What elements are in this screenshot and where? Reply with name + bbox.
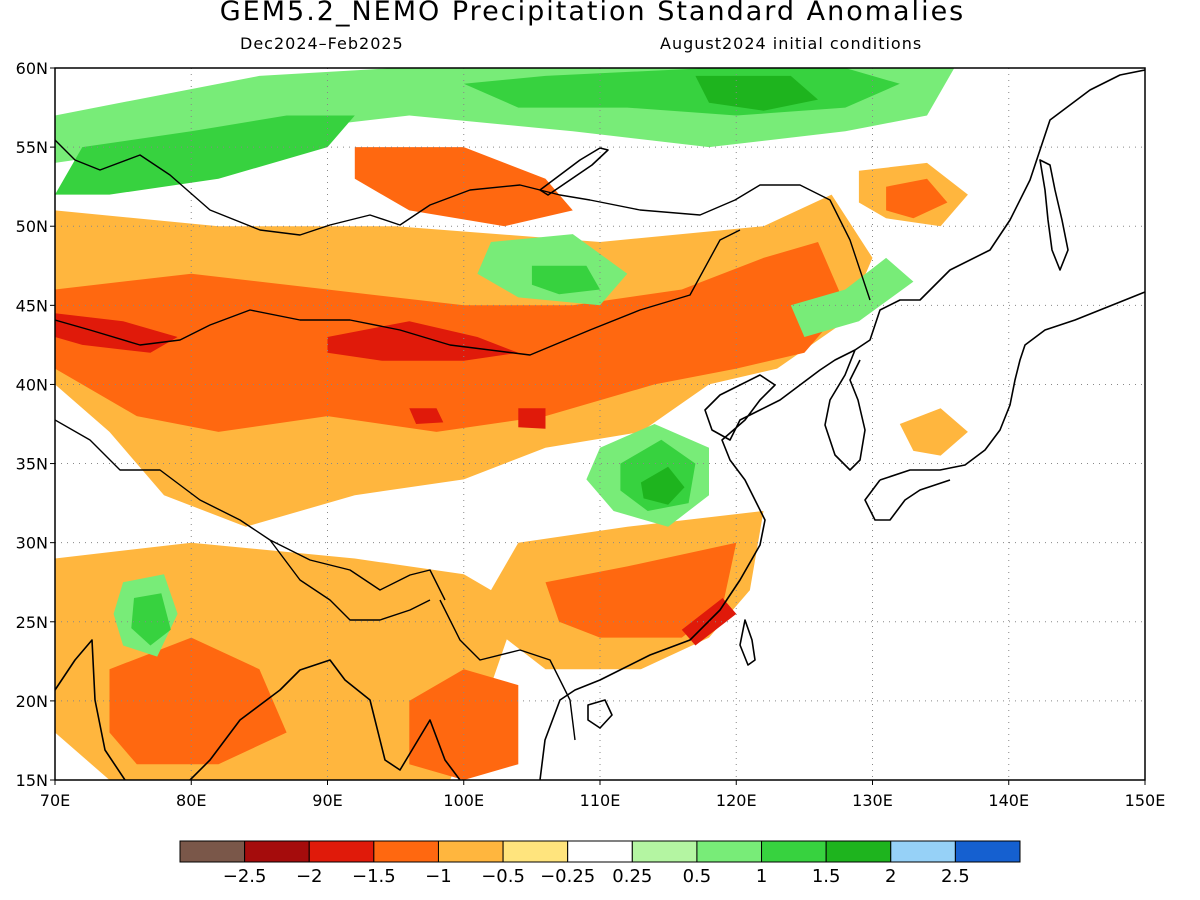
anomaly-region [55, 313, 178, 353]
colorbar: −2.5 −2 −1.5 −1 −0.5 −0.25 0.25 0.5 1 1.5 2 2.5 [179, 840, 1021, 887]
anomaly-region [409, 669, 519, 780]
colorbar-swatch [437, 840, 504, 863]
lon-tick-label: 120E [716, 791, 757, 810]
colorbar-label: 0.5 [683, 866, 712, 887]
anomaly-region [409, 408, 444, 424]
anomaly-region [354, 147, 573, 227]
colorbar-label: −0.5 [481, 866, 525, 887]
japan-outline [864, 291, 1145, 521]
colorbar-swatch [244, 840, 310, 863]
lon-tick-label: 110E [580, 791, 621, 810]
colorbar-label: 2 [885, 866, 896, 887]
lon-tick-label: 130E [852, 791, 893, 810]
colorbar-label: 2.5 [941, 866, 970, 887]
colorbar-swatch [567, 840, 633, 863]
lat-tick-label: 55N [16, 138, 48, 157]
anomaly-region [899, 408, 968, 456]
hainan-outline [587, 699, 613, 729]
anomaly-region [531, 265, 600, 295]
sakhalin-outline [1039, 159, 1069, 271]
colorbar-swatch [308, 840, 375, 863]
taiwan-outline [739, 619, 756, 666]
anomaly-region [55, 115, 355, 195]
lon-tick-label: 70E [40, 791, 70, 810]
colorbar-swatch [631, 840, 698, 863]
lake-baikal-outline [539, 147, 609, 196]
initial-conditions-label: August2024 initial conditions [660, 34, 923, 53]
lon-tick-label: 140E [988, 791, 1029, 810]
anomaly-region [695, 75, 818, 111]
colorbar-label: −1.5 [352, 866, 396, 887]
lat-tick-label: 20N [16, 692, 48, 711]
lon-tick-label: 90E [312, 791, 342, 810]
map-title: GEM5.2_NEMO Precipitation Standard Anoma… [219, 0, 966, 27]
lat-tick-label: 45N [16, 296, 48, 315]
colorbar-swatch [761, 840, 827, 863]
coastline-layer [55, 69, 1145, 780]
colorbar-label: 0.25 [612, 866, 652, 887]
anomaly-region [109, 637, 287, 765]
lat-tick-label: 40N [16, 375, 48, 394]
colorbar-swatch [825, 840, 892, 863]
colorbar-swatch [954, 840, 1021, 863]
colorbar-swatch [696, 840, 763, 863]
anomaly-fill-layer [55, 68, 968, 780]
colorbar-swatch [373, 840, 439, 863]
colorbar-label: 1.5 [812, 866, 841, 887]
lat-tick-label: 35N [16, 455, 48, 474]
anomaly-region [886, 178, 948, 219]
lat-tick-label: 50N [16, 217, 48, 236]
border-lines [55, 139, 871, 741]
anomaly-region [518, 408, 546, 429]
colorbar-swatch [502, 840, 569, 863]
lon-tick-label: 150E [1125, 791, 1166, 810]
anomaly-region [327, 321, 519, 361]
colorbar-label: −2.5 [223, 866, 267, 887]
lat-tick-label: 60N [16, 59, 48, 78]
lon-tick-label: 80E [176, 791, 206, 810]
lat-tick-label: 30N [16, 534, 48, 553]
coastline [55, 69, 1145, 780]
colorbar-swatch [179, 840, 246, 863]
season-label: Dec2024–Feb2025 [240, 34, 404, 53]
lon-tick-label: 100E [443, 791, 484, 810]
colorbar-label: 1 [756, 866, 767, 887]
colorbar-label: −0.25 [540, 866, 595, 887]
anomaly-region [790, 257, 914, 337]
lat-tick-label: 15N [16, 771, 48, 790]
anomaly-region [545, 542, 737, 638]
colorbar-swatch [890, 840, 956, 863]
anomaly-region [640, 466, 685, 505]
korea-outline [824, 349, 866, 471]
axis-labels: 15N 20N 25N 30N 35N 40N 45N 50N 55N 60N 70E 80E 90E 1… [16, 59, 1166, 810]
anomaly-region [131, 593, 171, 646]
lat-tick-label: 25N [16, 613, 48, 632]
colorbar-label: −1 [425, 866, 452, 887]
colorbar-label: −2 [296, 866, 323, 887]
